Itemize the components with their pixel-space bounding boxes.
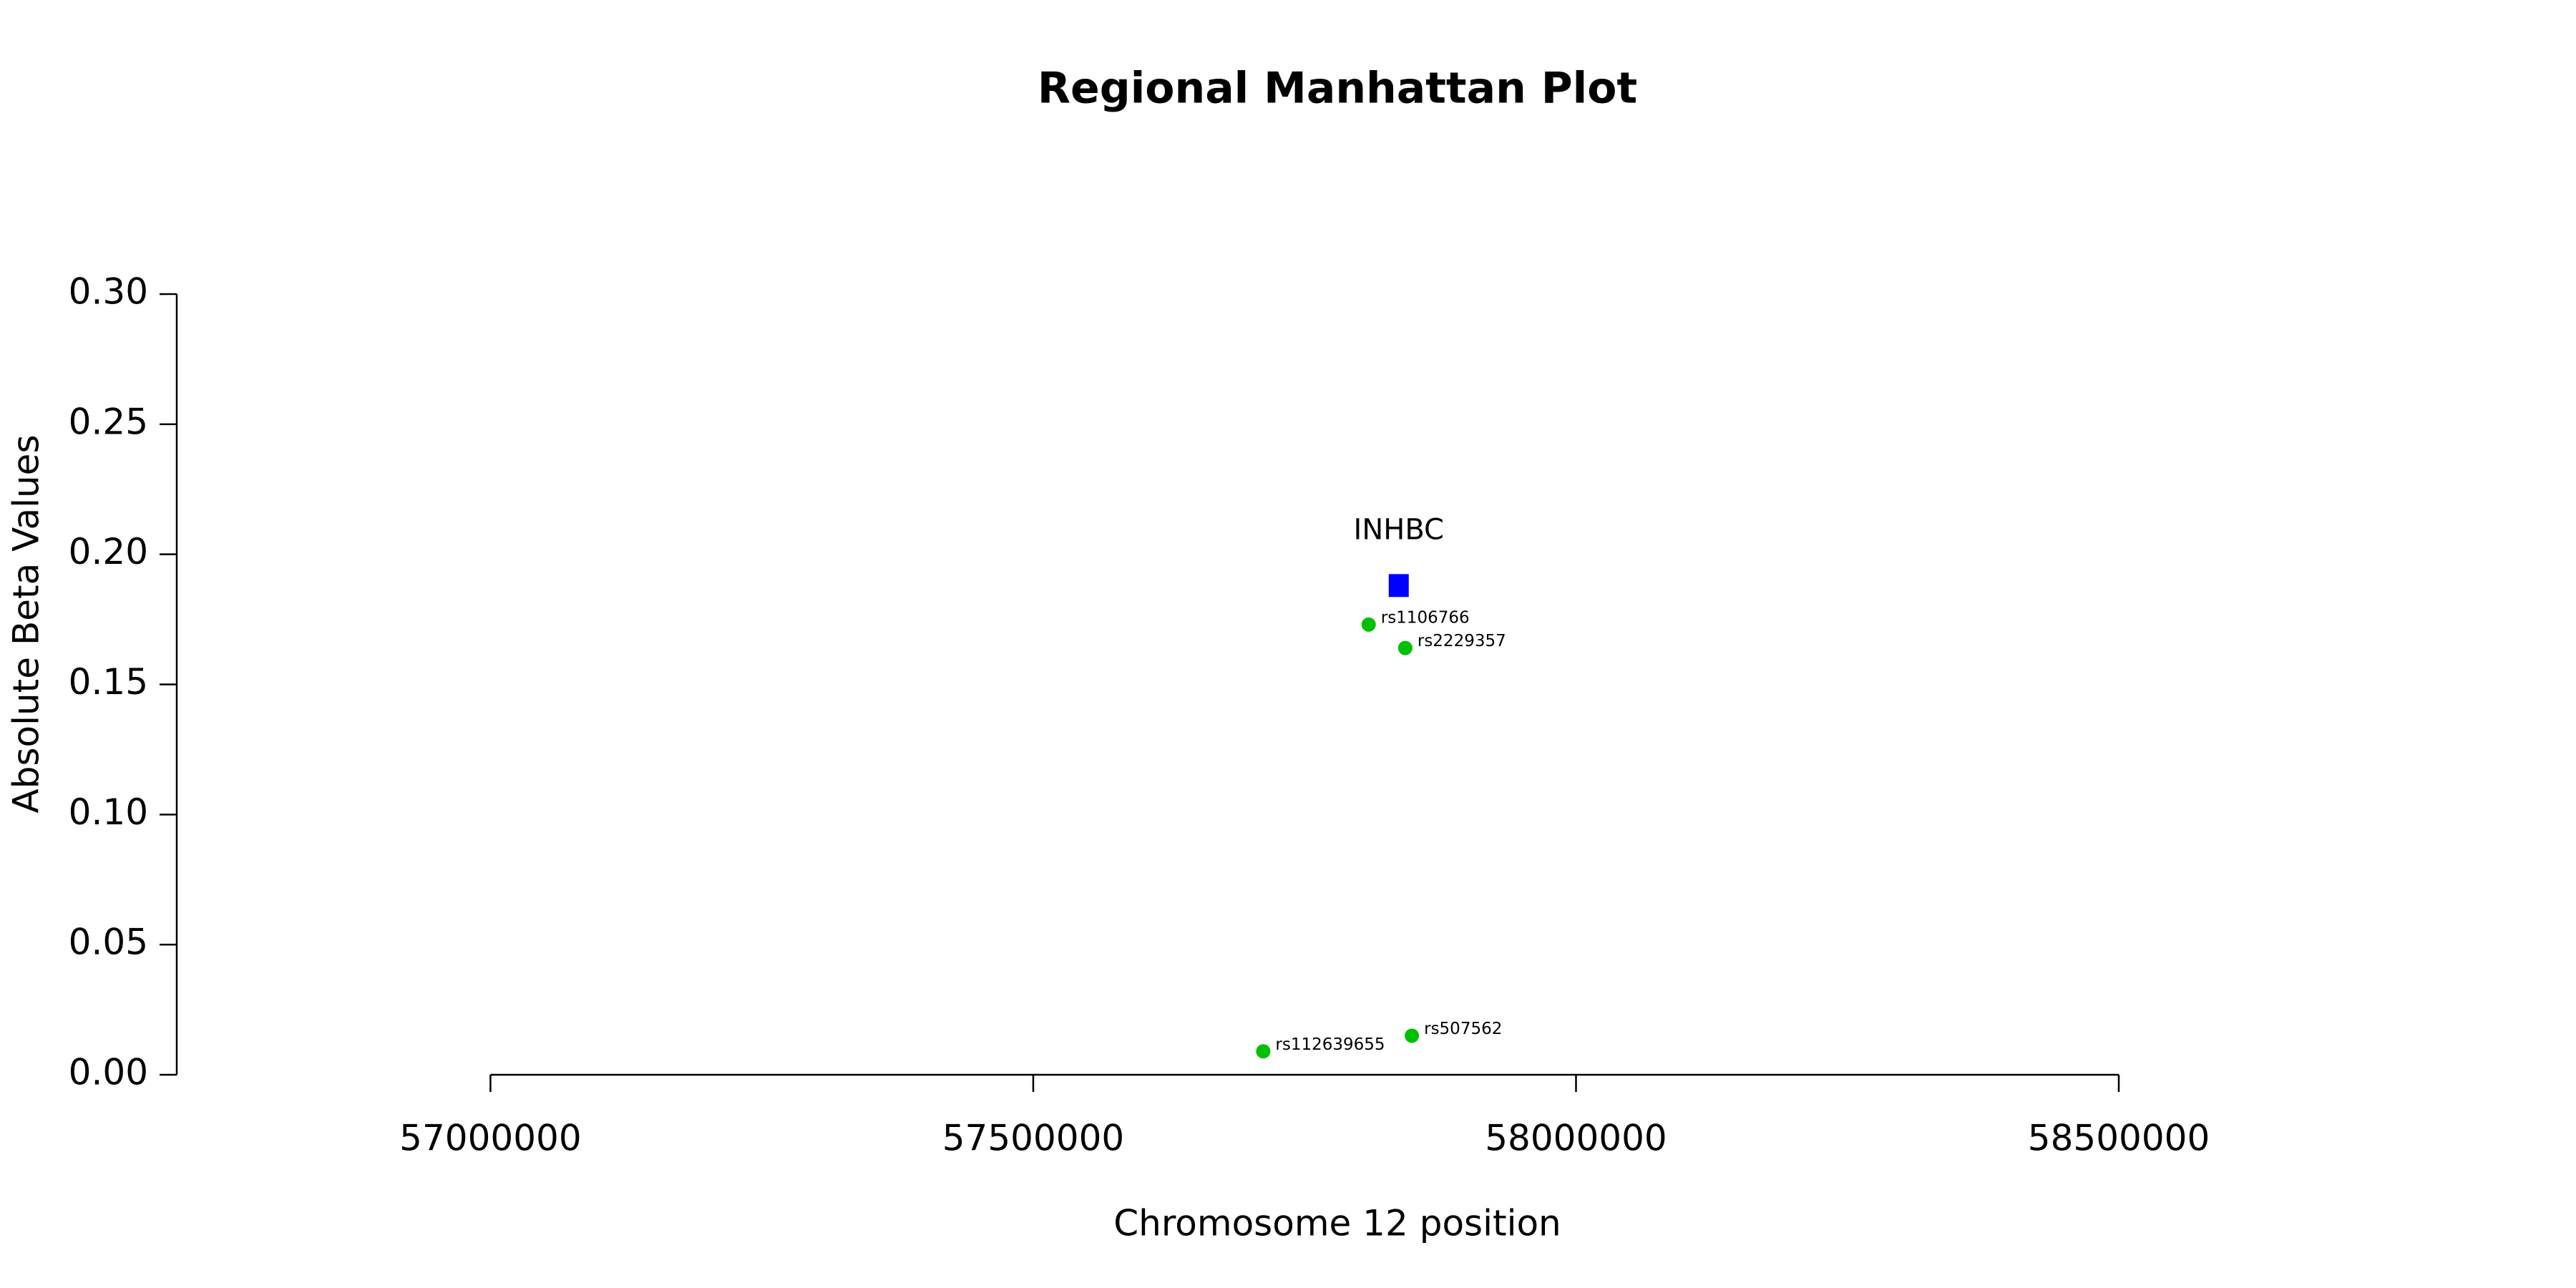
y-tick-label: 0.15 (69, 661, 148, 703)
x-tick-label: 57500000 (942, 1118, 1125, 1159)
y-tick-label: 0.10 (69, 791, 148, 833)
x-tick-label: 58500000 (2028, 1118, 2210, 1159)
snp-point (1361, 617, 1376, 632)
snp-label: rs507562 (1424, 1020, 1502, 1038)
snp-label: rs112639655 (1275, 1035, 1385, 1054)
chart-title: Regional Manhattan Plot (1038, 64, 1637, 114)
y-tick-label: 0.30 (69, 271, 148, 313)
gene-marker (1388, 574, 1409, 597)
x-axis-title: Chromosome 12 position (1113, 1203, 1561, 1244)
snp-label: rs2229357 (1418, 632, 1506, 650)
y-axis-title: Absolute Beta Values (6, 435, 47, 814)
snp-point (1397, 640, 1413, 655)
y-tick-label: 0.05 (69, 922, 148, 963)
y-tick-label: 0.00 (69, 1052, 148, 1093)
snp-label: rs1106766 (1381, 608, 1470, 627)
snp-point (1405, 1028, 1420, 1043)
gene-label: INHBC (1354, 513, 1444, 546)
x-tick-label: 58000000 (1485, 1118, 1667, 1159)
y-tick-label: 0.25 (69, 401, 148, 442)
y-tick-label: 0.20 (69, 531, 148, 572)
x-tick-label: 57000000 (399, 1118, 582, 1159)
snp-point (1256, 1044, 1271, 1059)
